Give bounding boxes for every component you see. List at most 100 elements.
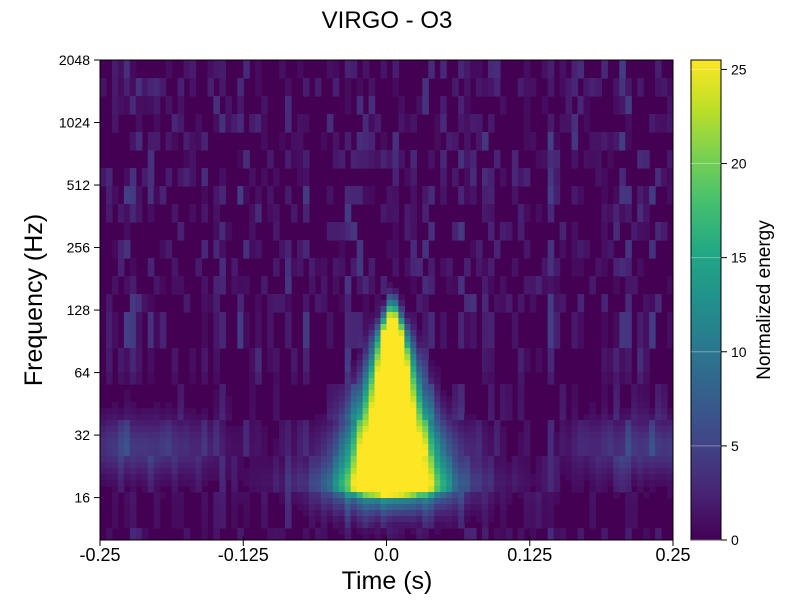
heatmap-cell: [141, 108, 149, 115]
heatmap-cell: [470, 450, 477, 457]
heatmap-cell: [302, 438, 310, 445]
heatmap-cell: [440, 450, 447, 457]
heatmap-cell: [111, 312, 119, 319]
heatmap-cell: [470, 510, 477, 517]
heatmap-cell: [392, 222, 400, 229]
heatmap-cell: [243, 60, 250, 67]
heatmap-cell: [446, 264, 453, 271]
heatmap-cell: [434, 498, 441, 505]
heatmap-cell: [428, 228, 435, 235]
heatmap-cell: [559, 450, 567, 457]
heatmap-cell: [505, 468, 513, 475]
heatmap-cell: [291, 486, 298, 493]
heatmap-cell: [261, 438, 268, 445]
heatmap-cell: [135, 336, 143, 343]
heatmap-cell: [225, 222, 232, 229]
heatmap-cell: [326, 414, 334, 421]
heatmap-cell: [434, 396, 441, 403]
heatmap-cell: [165, 240, 173, 247]
heatmap-cell: [296, 426, 304, 433]
heatmap-cell: [553, 306, 561, 313]
heatmap-cell: [105, 330, 113, 337]
heatmap-cell: [279, 480, 286, 487]
heatmap-cell: [201, 282, 209, 289]
heatmap-cell: [165, 438, 173, 445]
heatmap-cell: [499, 294, 507, 301]
heatmap-cell: [547, 246, 555, 253]
heatmap-cell: [201, 372, 209, 379]
heatmap-cell: [398, 102, 406, 109]
heatmap-cell: [177, 78, 185, 85]
heatmap-cell: [129, 504, 137, 511]
heatmap-cell: [219, 486, 226, 493]
heatmap-cell: [201, 246, 209, 253]
heatmap-cell: [547, 432, 555, 439]
heatmap-cell: [279, 426, 286, 433]
heatmap-cell: [302, 504, 310, 511]
heatmap-cell: [261, 456, 268, 463]
heatmap-cell: [368, 330, 376, 337]
heatmap-cell: [667, 282, 673, 289]
heatmap-cell: [476, 498, 483, 505]
heatmap-cell: [649, 432, 656, 439]
heatmap-cell: [117, 270, 125, 277]
heatmap-cell: [255, 372, 262, 379]
heatmap-cell: [255, 84, 262, 91]
heatmap-cell: [571, 78, 579, 85]
heatmap-cell: [613, 270, 620, 277]
heatmap-cell: [374, 300, 382, 307]
heatmap-cell: [649, 186, 656, 193]
heatmap-cell: [392, 378, 400, 385]
heatmap-cell: [285, 246, 292, 253]
heatmap-cell: [243, 450, 250, 457]
heatmap-cell: [631, 444, 638, 451]
heatmap-cell: [350, 156, 358, 163]
heatmap-cell: [517, 360, 525, 367]
heatmap-cell: [589, 414, 597, 421]
heatmap-cell: [189, 480, 197, 487]
heatmap-cell: [344, 294, 352, 301]
heatmap-cell: [243, 432, 250, 439]
heatmap-cell: [422, 96, 429, 103]
heatmap-cell: [619, 432, 626, 439]
heatmap-cell: [476, 240, 483, 247]
heatmap-cell: [201, 426, 209, 433]
heatmap-cell: [267, 336, 274, 343]
heatmap-cell: [117, 480, 125, 487]
heatmap-cell: [523, 450, 531, 457]
heatmap-cell: [589, 480, 597, 487]
heatmap-cell: [392, 138, 400, 145]
heatmap-cell: [159, 336, 167, 343]
heatmap-cell: [308, 486, 316, 493]
heatmap-cell: [523, 180, 531, 187]
heatmap-cell: [285, 438, 292, 445]
heatmap-cell: [344, 288, 352, 295]
heatmap-cell: [243, 516, 250, 523]
heatmap-cell: [302, 192, 310, 199]
heatmap-cell: [105, 366, 113, 373]
heatmap-cell: [362, 120, 370, 127]
heatmap-cell: [422, 534, 429, 540]
heatmap-cell: [487, 60, 495, 67]
heatmap-cell: [458, 450, 465, 457]
heatmap-cell: [362, 450, 370, 457]
heatmap-cell: [141, 420, 149, 427]
heatmap-cell: [225, 228, 232, 235]
heatmap-cell: [541, 504, 549, 511]
heatmap-cell: [631, 480, 638, 487]
heatmap-cell: [553, 318, 561, 325]
heatmap-cell: [255, 456, 262, 463]
heatmap-cell: [111, 246, 119, 253]
heatmap-cell: [105, 528, 113, 535]
heatmap-cell: [613, 318, 620, 325]
heatmap-cell: [314, 450, 322, 457]
heatmap-cell: [213, 336, 220, 343]
heatmap-cell: [320, 498, 328, 505]
heatmap-cell: [255, 348, 262, 355]
heatmap-cell: [213, 504, 220, 511]
heatmap-cell: [291, 360, 298, 367]
heatmap-cell: [273, 222, 280, 229]
heatmap-cell: [553, 336, 561, 343]
heatmap-cell: [147, 210, 155, 217]
heatmap-cell: [392, 324, 400, 331]
